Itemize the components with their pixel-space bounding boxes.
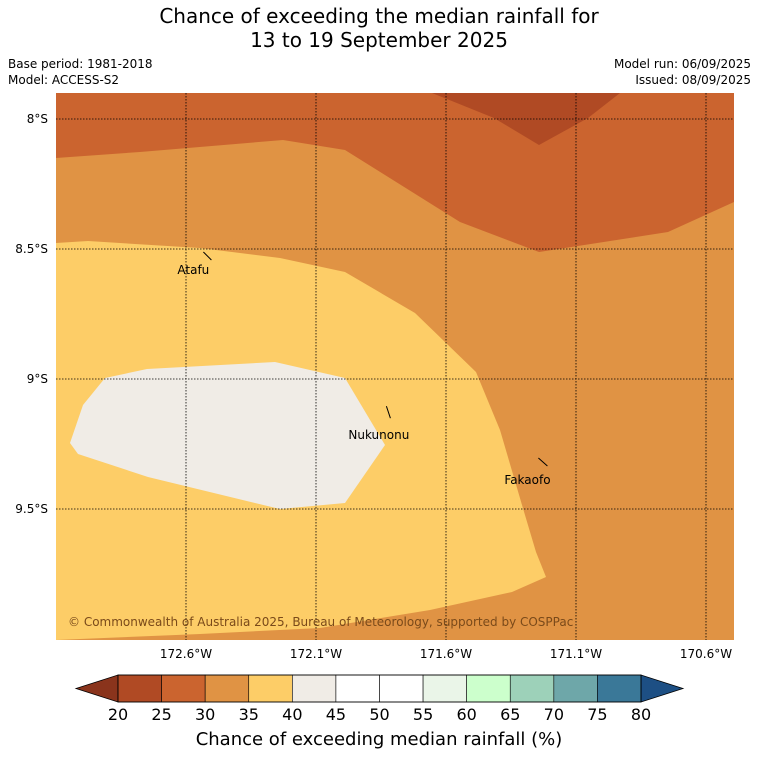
colorbar-bin (553, 674, 598, 703)
colorbar-bin (248, 674, 293, 703)
region-40-45 (70, 362, 385, 509)
colorbar-tick-label: 70 (544, 705, 564, 724)
region-below-25 (432, 93, 620, 145)
colorbar-tick-label: 75 (587, 705, 607, 724)
colorbar-under-arrow (74, 674, 119, 703)
copyright-notice: © Commonwealth of Australia 2025, Bureau… (68, 615, 573, 629)
region-below-30 (56, 93, 734, 252)
lon-label: 171.1°W (550, 647, 602, 661)
colorbar-tick-label: 50 (369, 705, 389, 724)
colorbar-title: Chance of exceeding median rainfall (%) (195, 729, 563, 750)
colorbar-tick-label: 35 (239, 705, 259, 724)
lon-label: 172.6°W (160, 647, 212, 661)
map-title: Chance of exceeding the median rainfall … (0, 4, 758, 52)
title-line-1: Chance of exceeding the median rainfall … (159, 4, 599, 28)
place-label: Atafu (177, 263, 209, 277)
colorbar-tick-label: 30 (195, 705, 215, 724)
meta-left: Base period: 1981-2018 Model: ACCESS-S2 (8, 56, 153, 88)
model-run: Model run: 06/09/2025 (613, 57, 751, 71)
gridlines (56, 93, 734, 640)
colorbar-bin (597, 674, 642, 703)
lat-label: 9.5°S (15, 502, 48, 516)
place-label: Nukunonu (348, 428, 409, 442)
meta-right: Model run: 06/09/2025 Issued: 08/09/2025 (614, 56, 751, 88)
lat-label: 8.5°S (15, 242, 48, 256)
lon-label: 170.6°W (680, 647, 732, 661)
colorbar-tick-label: 65 (500, 705, 520, 724)
colorbar-outline (117, 674, 642, 703)
colorbar-bin (509, 674, 555, 703)
colorbar-bin (466, 674, 511, 703)
colorbar-tick-label: 80 (631, 705, 651, 724)
island-outline (538, 457, 548, 467)
axis-labels: 8°S 8.5°S 9°S 9.5°S 172.6°W 172.1°W 171.6°W 171… (15, 112, 732, 661)
colorbar-bin (204, 674, 250, 703)
colorbar-bin (292, 674, 337, 703)
colorbar-over-arrow (640, 674, 685, 703)
colorbar-bin (117, 674, 162, 703)
base-period: Base period: 1981-2018 (8, 57, 153, 71)
lat-label: 9°S (27, 372, 48, 386)
island-outline (203, 251, 212, 261)
colorbar-bin (379, 674, 424, 703)
title-line-2: 13 to 19 September 2025 (250, 28, 508, 52)
lon-label: 171.6°W (420, 647, 472, 661)
model-name: Model: ACCESS-S2 (8, 73, 120, 87)
colorbar-tick-label: 20 (108, 705, 128, 724)
lon-label: 172.1°W (290, 647, 342, 661)
colorbar-tick-label: 55 (413, 705, 433, 724)
place-label: Fakaofo (504, 473, 550, 487)
colorbar: 20 25 30 35 40 45 50 55 60 65 70 75 80 (74, 674, 685, 724)
colorbar-tick-label: 60 (456, 705, 476, 724)
colorbar-bin (161, 674, 206, 703)
map-frame (56, 93, 734, 640)
colorbar-bin (335, 674, 380, 703)
colorbar-tick-label: 40 (282, 705, 302, 724)
lat-label: 8°S (27, 112, 48, 126)
colorbar-bin (422, 674, 467, 703)
colorbar-tick-label: 45 (326, 705, 346, 724)
place-markers: Atafu Nukunonu Fakaofo (177, 251, 551, 487)
issued-date: Issued: 08/09/2025 (635, 73, 751, 87)
island-outline (385, 406, 391, 419)
colorbar-tick-label: 25 (151, 705, 171, 724)
